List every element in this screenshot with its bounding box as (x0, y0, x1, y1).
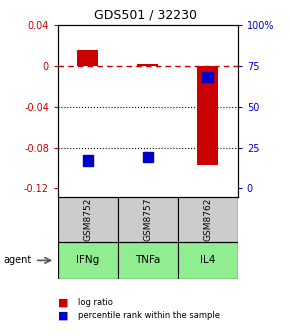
Text: ■: ■ (58, 297, 68, 307)
Bar (178, 197, 238, 242)
Text: percentile rank within the sample: percentile rank within the sample (78, 311, 220, 320)
Bar (118, 197, 178, 242)
Text: GSM8757: GSM8757 (143, 198, 153, 241)
Text: GSM8752: GSM8752 (84, 198, 93, 241)
Bar (142, 152, 153, 162)
Text: log ratio: log ratio (78, 298, 113, 307)
Bar (137, 64, 158, 66)
Bar (118, 242, 178, 279)
Bar (83, 156, 93, 166)
Text: GDS501 / 32230: GDS501 / 32230 (93, 8, 197, 22)
Text: ■: ■ (58, 311, 68, 321)
Bar (58, 197, 118, 242)
Text: IL4: IL4 (200, 255, 215, 265)
Bar (58, 242, 118, 279)
Text: agent: agent (3, 255, 31, 265)
Bar (197, 66, 218, 165)
Bar (77, 50, 98, 66)
Text: IFNg: IFNg (76, 255, 99, 265)
Text: TNFa: TNFa (135, 255, 161, 265)
Text: GSM8762: GSM8762 (203, 198, 212, 241)
Bar (202, 72, 213, 82)
Bar (178, 242, 238, 279)
